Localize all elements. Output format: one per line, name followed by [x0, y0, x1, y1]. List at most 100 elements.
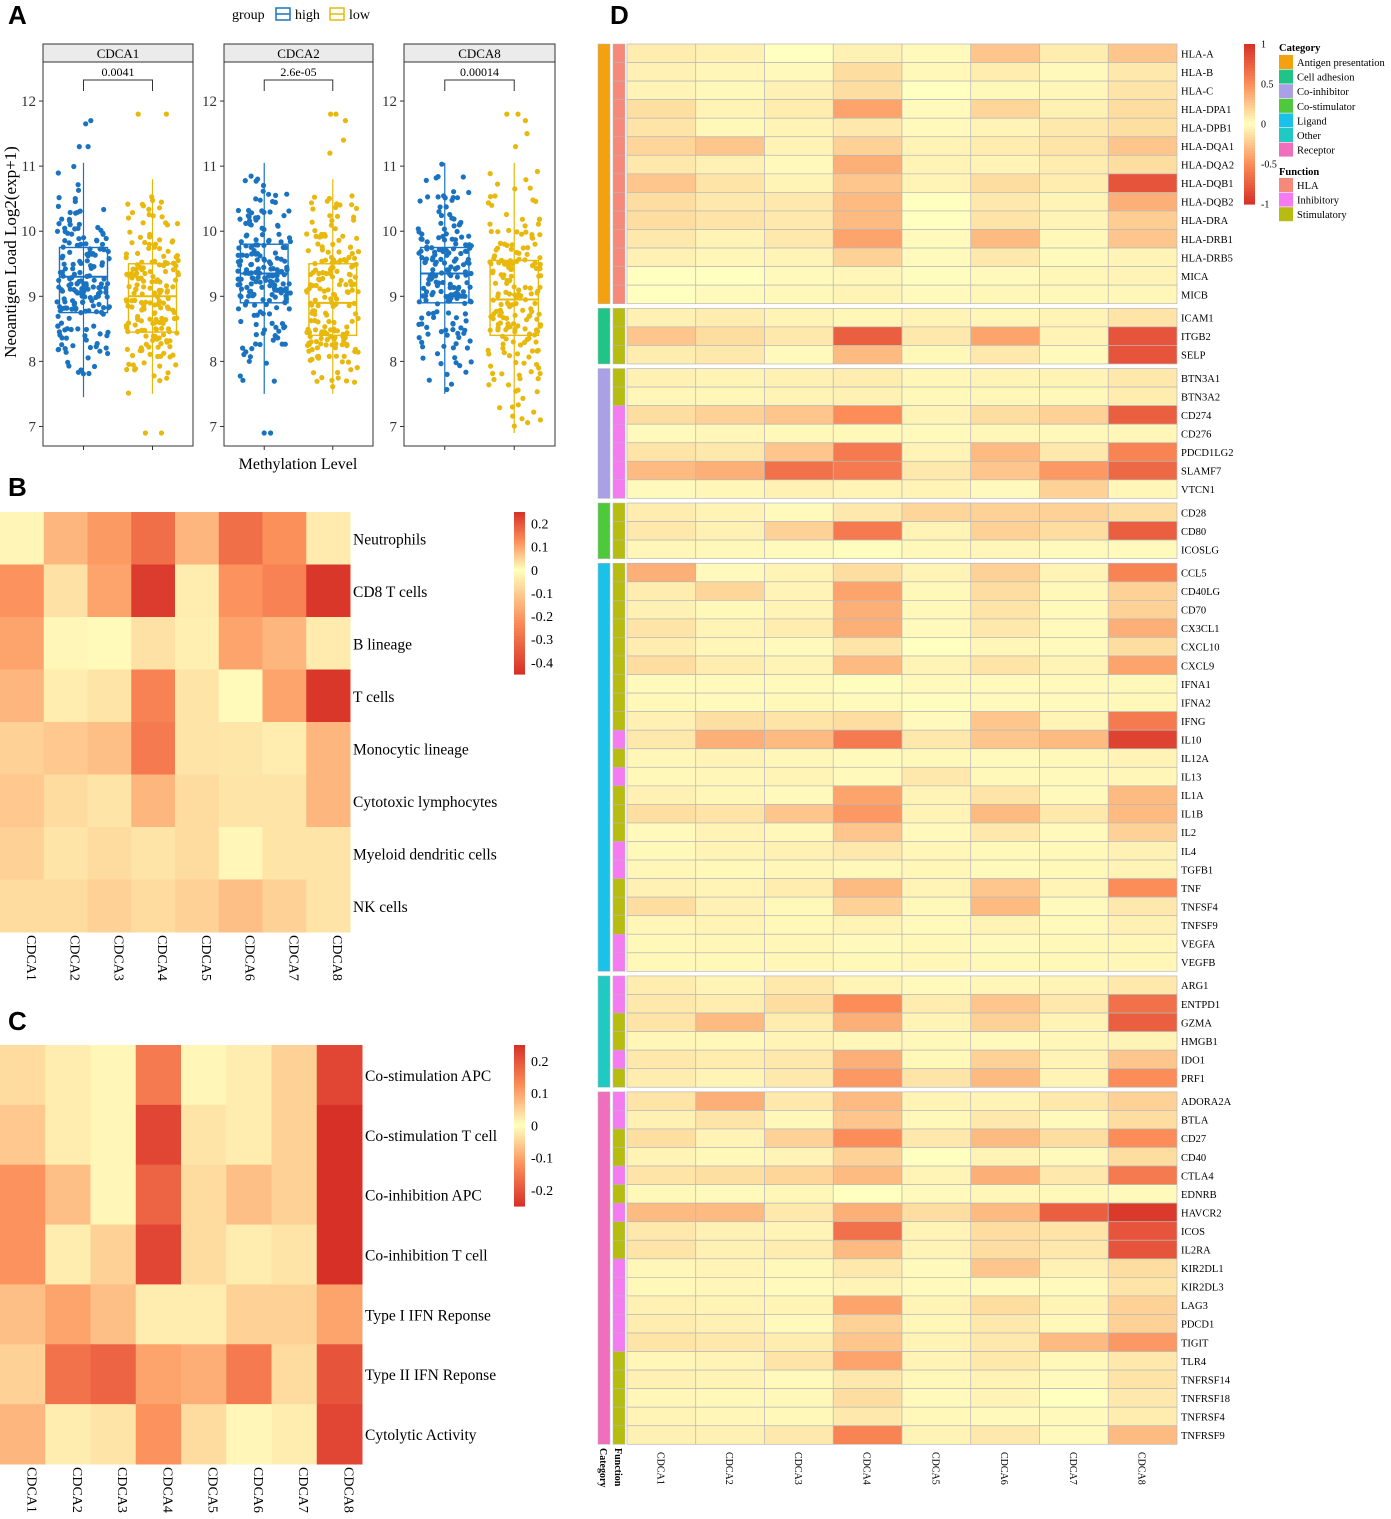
- panel-b-colorbar-tick: -0.4: [531, 656, 553, 671]
- panel-d-cell: [970, 210, 1040, 230]
- panel-d-cell: [1107, 785, 1178, 805]
- panel-b-colorbar-segment: [514, 655, 525, 659]
- panel-d-cell: [832, 562, 903, 583]
- panel-d-colorbar-segment: [1244, 118, 1255, 122]
- panel-d-cell: [1107, 952, 1178, 972]
- panel-d-cell: [1039, 1012, 1109, 1032]
- panel-d-cell: [1039, 284, 1109, 305]
- box-high: [419, 246, 470, 304]
- gene-label: HLA-DPA1: [1181, 105, 1231, 116]
- panel-d-cell: [901, 1388, 972, 1408]
- category-legend-label: Co-inhibitor: [1297, 87, 1349, 98]
- gene-label: VEGFB: [1181, 958, 1215, 969]
- panel-d-cell: [1107, 804, 1178, 824]
- panel-d-cell: [764, 1332, 834, 1352]
- panel-d-cell: [832, 521, 903, 541]
- data-point-high: [59, 216, 65, 222]
- function-annotation-cell: [612, 994, 626, 1014]
- data-point-low: [133, 286, 139, 293]
- panel-d-cell: [626, 822, 697, 842]
- y-tick-label: 10: [382, 224, 397, 240]
- data-point-high: [59, 255, 65, 261]
- panel-d-cell: [1039, 539, 1109, 559]
- panel-b-cell: [87, 512, 132, 565]
- data-point-low: [343, 258, 349, 264]
- function-annotation-cell: [612, 1184, 626, 1204]
- panel-c-cell: [316, 1045, 363, 1106]
- data-point-high: [56, 329, 63, 335]
- panel-d-colorbar-segment: [1244, 94, 1255, 98]
- panel-d-cell: [764, 326, 834, 346]
- panel-c-colorbar-segment: [514, 1112, 525, 1116]
- panel-d-cell: [832, 674, 903, 694]
- data-point-high: [76, 221, 82, 227]
- function-annotation-cell: [612, 173, 626, 193]
- data-point-high: [80, 299, 86, 305]
- function-annotation-cell: [612, 975, 626, 995]
- panel-b-cell: [175, 669, 220, 723]
- panel-d-cell: [901, 326, 972, 346]
- data-point-low: [141, 284, 147, 290]
- panel-d-cell: [832, 1406, 903, 1427]
- panel-b-cell: [87, 564, 132, 618]
- panel-d-cell: [764, 284, 834, 305]
- panel-d-cell: [832, 1369, 903, 1389]
- data-point-high: [276, 328, 282, 334]
- panel-d-cell: [764, 460, 834, 481]
- panel-d-cell: [832, 822, 903, 842]
- function-annotation-cell: [612, 210, 626, 230]
- panel-c-cell: [0, 1404, 46, 1465]
- panel-d-cell: [970, 933, 1040, 954]
- panel-d-cell: [626, 479, 697, 499]
- panel-d-cell: [832, 1110, 903, 1130]
- data-point-low: [486, 351, 492, 357]
- panel-d-cell: [970, 1147, 1040, 1167]
- data-point-high: [269, 320, 275, 326]
- panel-d-cell: [695, 99, 765, 119]
- function-annotation-cell: [612, 479, 626, 499]
- data-point-high: [86, 370, 92, 377]
- y-tick-label: 9: [390, 289, 398, 305]
- data-point-high: [281, 287, 287, 293]
- panel-d-cell: [626, 117, 697, 138]
- panel-d-cell: [1039, 229, 1109, 249]
- panel-d-cell: [970, 618, 1040, 638]
- data-point-low: [326, 195, 332, 202]
- panel-b-cell: [306, 669, 351, 723]
- panel-d-cell: [970, 80, 1040, 100]
- panel-d-cell: [901, 1165, 972, 1185]
- data-point-low: [143, 333, 149, 339]
- panel-d-cell: [832, 117, 903, 138]
- panel-letter-a: A: [8, 0, 27, 30]
- category-annotation-bar: [597, 1091, 611, 1445]
- panel-c-colorbar-segment: [514, 1130, 525, 1135]
- panel-c-cell: [316, 1284, 363, 1345]
- data-point-high: [84, 258, 90, 264]
- panel-c-colorbar-tick: 0: [531, 1119, 538, 1134]
- function-annotation-cell: [612, 229, 626, 249]
- panel-c-cell: [271, 1164, 318, 1226]
- panel-d-cell: [1107, 692, 1178, 712]
- panel-d-cell: [764, 521, 834, 541]
- data-point-high: [458, 325, 464, 331]
- function-annotation-cell: [612, 1147, 626, 1167]
- data-point-low: [492, 280, 499, 286]
- gene-label: TGFB1: [1181, 865, 1213, 876]
- data-point-high: [247, 221, 253, 227]
- panel-d-cell: [970, 1184, 1040, 1204]
- panel-d-cell: [695, 117, 765, 138]
- panel-b-cell: [0, 722, 45, 775]
- panel-b-col-label: CDCA3: [110, 935, 125, 981]
- data-point-high: [83, 326, 89, 333]
- panel-d-cell: [832, 1147, 903, 1167]
- data-point-high: [247, 354, 253, 360]
- panel-c-colorbar-segment: [514, 1203, 525, 1207]
- data-point-low: [344, 324, 350, 330]
- data-point-low: [317, 234, 323, 240]
- panel-d-cell: [901, 539, 972, 559]
- gene-label: HLA-DQA1: [1181, 142, 1234, 153]
- panel-d-cell: [764, 952, 834, 972]
- data-point-low: [146, 206, 152, 212]
- panel-d-cell: [832, 1165, 903, 1185]
